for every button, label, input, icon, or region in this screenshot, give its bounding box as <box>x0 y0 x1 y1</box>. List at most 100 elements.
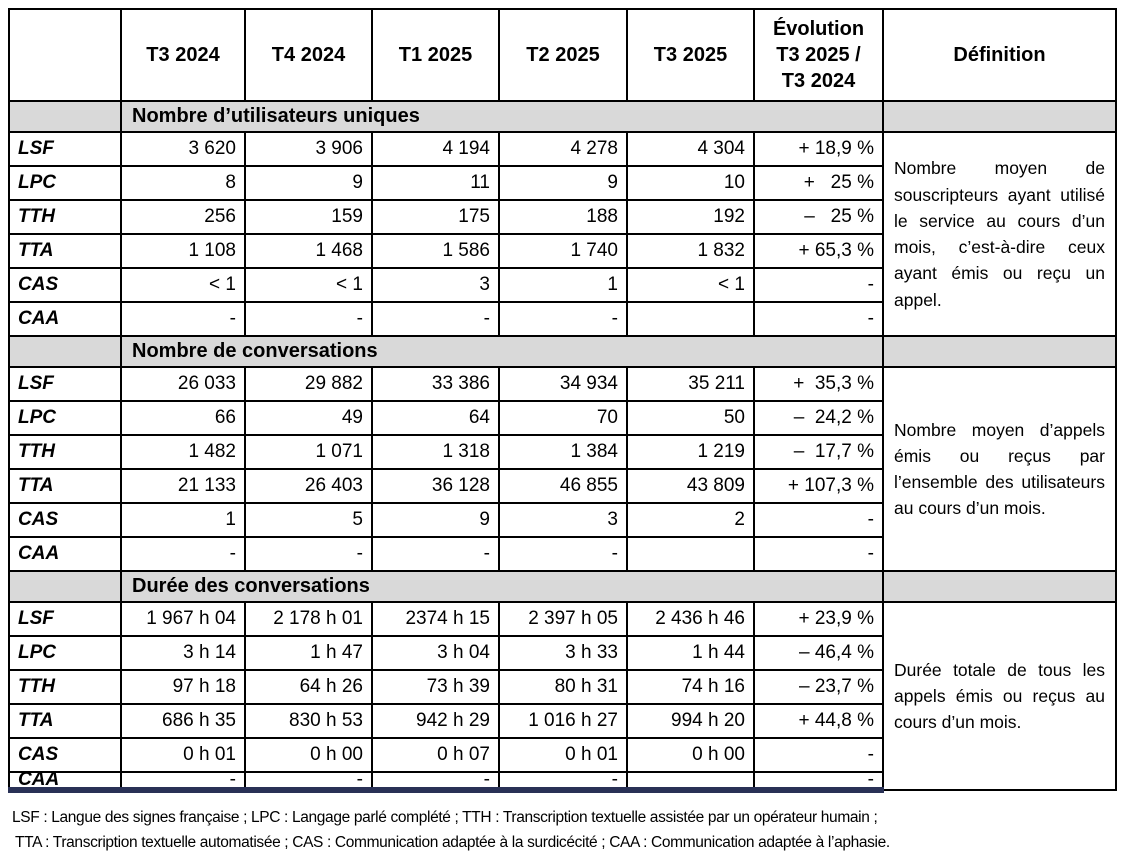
evolution-cell: – 46,4 % <box>753 635 884 671</box>
table-row: LSF 3 620 3 906 4 194 4 278 4 304 + 18,9… <box>8 131 1117 337</box>
value-cell: 0 h 01 <box>498 737 628 773</box>
value-cell <box>626 536 755 572</box>
row-label: CAA <box>8 301 122 337</box>
row-label: TTH <box>8 199 122 235</box>
value-cell: 192 <box>626 199 755 235</box>
evolution-cell: + 35,3 % <box>753 366 884 402</box>
footnote-line: TTA : Transcription textuelle automatisé… <box>15 833 890 851</box>
row-label: TTA <box>8 233 122 269</box>
value-cell: 97 h 18 <box>120 669 246 705</box>
evolution-cell: - <box>753 267 884 303</box>
value-cell: 1 832 <box>626 233 755 269</box>
value-cell: 994 h 20 <box>626 703 755 739</box>
evolution-cell: – 17,7 % <box>753 434 884 470</box>
value-cell: 2 397 h 05 <box>498 601 628 637</box>
section-corner-cell <box>8 570 122 603</box>
value-cell: 1 482 <box>120 434 246 470</box>
value-cell <box>626 771 755 793</box>
value-cell: 4 278 <box>498 131 628 167</box>
value-cell: 26 033 <box>120 366 246 402</box>
table-row: CAS 1 5 9 3 2 - <box>8 502 1116 538</box>
evolution-cell: + 44,8 % <box>753 703 884 739</box>
evolution-cell: - <box>753 771 884 793</box>
section-title: Nombre de conversations <box>120 335 884 368</box>
evolution-cell: - <box>753 536 884 572</box>
column-header-t4-2024: T4 2024 <box>244 8 373 102</box>
value-cell: 36 128 <box>371 468 500 504</box>
row-label: LSF <box>8 366 122 402</box>
value-cell: - <box>120 301 246 337</box>
value-cell: 3 620 <box>120 131 246 167</box>
evolution-cell: - <box>753 301 884 337</box>
footnotes: LSF : Langue des signes française ; LPC … <box>12 806 1123 856</box>
value-cell: 0 h 01 <box>120 737 246 773</box>
evolution-cell: + 23,9 % <box>753 601 884 637</box>
section-title: Nombre d’utilisateurs uniques <box>120 100 884 133</box>
row-label: CAS <box>8 267 122 303</box>
table-row: LPC 8 9 11 9 10 + 25 % <box>8 165 1116 201</box>
row-label: CAS <box>8 502 122 538</box>
corner-cell <box>8 8 122 102</box>
row-label: LSF <box>8 131 122 167</box>
column-header-row: T3 2024 T4 2024 T1 2025 T2 2025 T3 2025 … <box>8 8 1117 102</box>
evolution-cell: + 107,3 % <box>753 468 884 504</box>
value-cell: 1 318 <box>371 434 500 470</box>
value-cell: - <box>498 536 628 572</box>
value-cell: 1 h 47 <box>244 635 373 671</box>
value-cell: < 1 <box>626 267 755 303</box>
row-label: TTH <box>8 434 122 470</box>
value-cell: 3 <box>498 502 628 538</box>
value-cell: 70 <box>498 400 628 436</box>
value-cell: 1 740 <box>498 233 628 269</box>
value-cell: 9 <box>371 502 500 538</box>
footnote-line: LSF : Langue des signes française ; LPC … <box>12 809 878 826</box>
table-row: TTH 256 159 175 188 192 – 25 % <box>8 199 1116 235</box>
section-header-row: Durée des conversations <box>8 570 1117 603</box>
value-cell: 830 h 53 <box>244 703 373 739</box>
value-cell: 3 906 <box>244 131 373 167</box>
value-cell: 3 h 33 <box>498 635 628 671</box>
table-row: LPC 66 49 64 70 50 – 24,2 % <box>8 400 1116 436</box>
value-cell: - <box>498 771 628 793</box>
value-cell: 64 <box>371 400 500 436</box>
value-cell: 73 h 39 <box>371 669 500 705</box>
value-cell: 1 108 <box>120 233 246 269</box>
table-row: LPC 3 h 14 1 h 47 3 h 04 3 h 33 1 h 44 –… <box>8 635 1116 671</box>
table-row: CAS < 1 < 1 3 1 < 1 - <box>8 267 1116 303</box>
value-cell: 9 <box>244 165 373 201</box>
value-cell <box>626 301 755 337</box>
value-cell: 1 586 <box>371 233 500 269</box>
table-row: TTA 21 133 26 403 36 128 46 855 43 809 +… <box>8 468 1116 504</box>
value-cell: 5 <box>244 502 373 538</box>
value-cell: 9 <box>498 165 628 201</box>
value-cell: 942 h 29 <box>371 703 500 739</box>
value-cell: 686 h 35 <box>120 703 246 739</box>
column-header-evolution: Évolution T3 2025 / T3 2024 <box>753 8 884 102</box>
value-cell: 1 071 <box>244 434 373 470</box>
value-cell: 33 386 <box>371 366 500 402</box>
value-cell: 2 <box>626 502 755 538</box>
table-row: TTA 1 108 1 468 1 586 1 740 1 832 + 65,3… <box>8 233 1116 269</box>
row-label: CAA <box>8 771 122 793</box>
value-cell: 66 <box>120 400 246 436</box>
evolution-cell: + 65,3 % <box>753 233 884 269</box>
row-label: LPC <box>8 165 122 201</box>
value-cell: 64 h 26 <box>244 669 373 705</box>
value-cell: - <box>498 301 628 337</box>
section-corner-cell <box>8 100 122 133</box>
value-cell: 175 <box>371 199 500 235</box>
value-cell: 34 934 <box>498 366 628 402</box>
value-cell: 1 <box>120 502 246 538</box>
value-cell: - <box>371 301 500 337</box>
value-cell: 1 384 <box>498 434 628 470</box>
value-cell: 1 016 h 27 <box>498 703 628 739</box>
value-cell: 2374 h 15 <box>371 601 500 637</box>
value-cell: - <box>244 301 373 337</box>
value-cell: 3 h 14 <box>120 635 246 671</box>
section-title: Durée des conversations <box>120 570 884 603</box>
table-row: CAA - - - - - <box>8 536 1116 572</box>
value-cell: 1 219 <box>626 434 755 470</box>
row-label: LSF <box>8 601 122 637</box>
section-definition-spacer <box>882 570 1117 603</box>
section-corner-cell <box>8 335 122 368</box>
